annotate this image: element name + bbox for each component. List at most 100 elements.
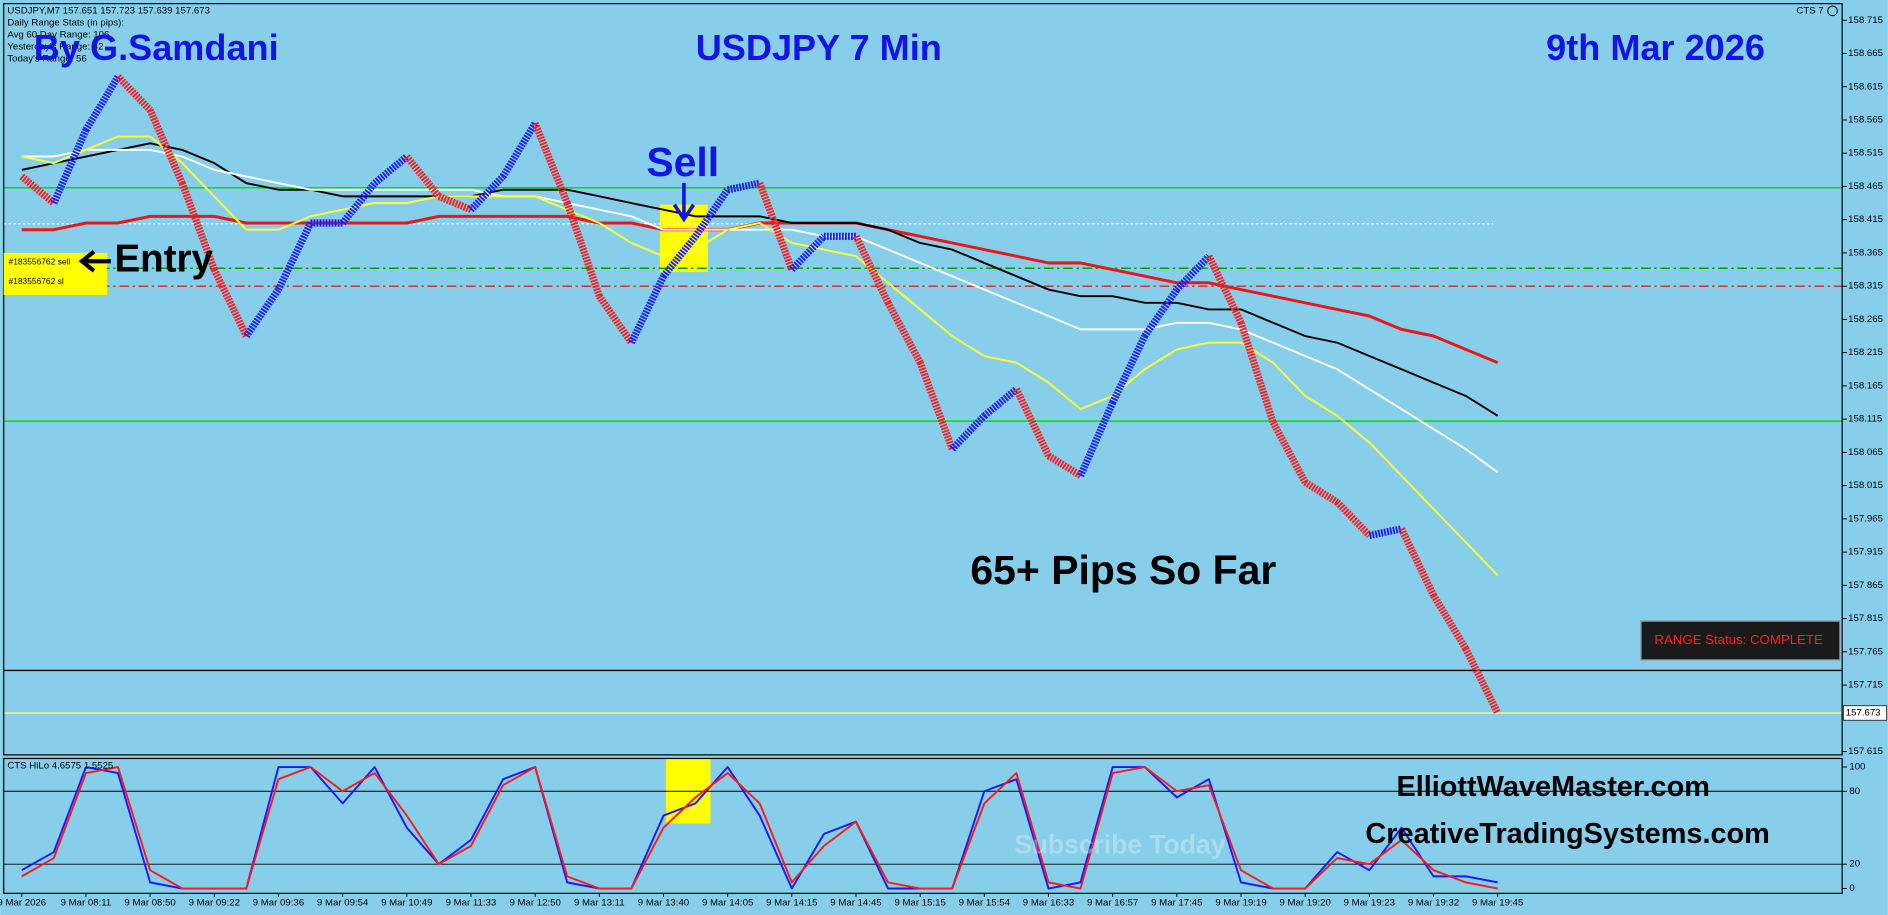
x-tick-label: 9 Mar 19:20 bbox=[1279, 898, 1330, 909]
price-segment bbox=[1430, 593, 1469, 651]
price-segment bbox=[468, 173, 506, 213]
y-tick-label: 157.615 bbox=[1848, 746, 1883, 757]
entry-arrow bbox=[78, 249, 111, 273]
date: 9th Mar 2026 bbox=[1546, 27, 1765, 68]
sell-arrow bbox=[672, 183, 696, 223]
price-segment bbox=[628, 274, 667, 345]
info-line: Avg 60 Day Range: 106 bbox=[7, 29, 109, 40]
y-tick-label: 80 bbox=[1849, 786, 1860, 797]
main-pane bbox=[3, 74, 1843, 715]
y-tick-label: 158.665 bbox=[1848, 48, 1883, 59]
x-tick-label: 9 Mar 08:11 bbox=[61, 898, 112, 909]
price-segment bbox=[789, 233, 827, 273]
y-tick-label: 158.165 bbox=[1848, 380, 1883, 391]
x-tick-label: 9 Mar 14:45 bbox=[830, 898, 881, 909]
price-segment bbox=[50, 128, 90, 205]
price-segment bbox=[563, 201, 603, 298]
x-tick-label: 9 Mar 11:33 bbox=[446, 898, 497, 909]
range-status: RANGE Status: COMPLETE bbox=[1654, 632, 1823, 647]
x-tick-label: 9 Mar 15:15 bbox=[894, 898, 945, 909]
x-tick-label: 9 Mar 12:50 bbox=[509, 898, 560, 909]
x-tick-label: 9 Mar 17:45 bbox=[1151, 898, 1202, 909]
order-label: #183556762 sl bbox=[9, 276, 64, 286]
info-line: Today's Range: 56 bbox=[7, 54, 86, 65]
chart-title: USDJPY 7 Min bbox=[696, 27, 942, 68]
x-tick-label: 9 Mar 09:22 bbox=[189, 898, 240, 909]
pane-frame bbox=[3, 757, 1843, 894]
price-segment bbox=[692, 187, 731, 239]
price-segment bbox=[115, 74, 153, 113]
y-tick-label: 158.615 bbox=[1848, 81, 1883, 92]
x-tick-label: 9 Mar 10:49 bbox=[381, 898, 432, 909]
y-tick-label: 100 bbox=[1849, 762, 1865, 773]
range-status-box bbox=[1640, 620, 1841, 661]
author: By G.Samdani bbox=[34, 27, 279, 68]
price-segment bbox=[949, 413, 987, 452]
y-tick-label: 157.815 bbox=[1848, 613, 1883, 624]
price-segment bbox=[596, 294, 635, 345]
price-segment bbox=[1334, 499, 1372, 538]
price-segment bbox=[178, 181, 218, 271]
price-segment bbox=[1368, 525, 1403, 540]
price-segment bbox=[660, 234, 699, 279]
info-line: USDJPY,M7 157.651 157.723 157.639 157.67… bbox=[7, 5, 210, 16]
pane-frame bbox=[3, 3, 1843, 756]
price-segment bbox=[1205, 254, 1245, 325]
series-line bbox=[21, 148, 1499, 474]
price-segment bbox=[403, 154, 442, 199]
price-segment bbox=[82, 74, 122, 132]
price-segment bbox=[531, 121, 571, 205]
y-tick-label: 158.465 bbox=[1848, 181, 1883, 192]
price-segment bbox=[884, 301, 924, 365]
x-tick-label: 9 Mar 19:23 bbox=[1344, 898, 1395, 909]
price-segment bbox=[211, 267, 250, 338]
corner-label: CTS 7 bbox=[1796, 5, 1823, 16]
price-segment bbox=[756, 181, 796, 271]
price-segment bbox=[1237, 321, 1277, 424]
y-tick-label: 0 bbox=[1849, 883, 1854, 894]
price-segment bbox=[499, 121, 539, 179]
info-line: Yesterday's Range: 42 bbox=[7, 42, 103, 53]
price-segment bbox=[916, 361, 956, 451]
price-segment bbox=[243, 287, 282, 339]
y-tick-label: 158.715 bbox=[1848, 15, 1883, 26]
price-segment bbox=[19, 173, 57, 206]
x-tick-label: 9 Mar 14:05 bbox=[702, 898, 753, 909]
pips-label: 65+ Pips So Far bbox=[970, 547, 1276, 593]
price-segment bbox=[339, 180, 378, 226]
y-tick-label: 158.265 bbox=[1848, 314, 1883, 325]
info-line: Daily Range Stats (in pips): bbox=[7, 17, 124, 28]
y-tick-label: 158.315 bbox=[1848, 281, 1883, 292]
sell-label: Sell bbox=[646, 139, 719, 185]
y-tick-label: 158.065 bbox=[1848, 447, 1883, 458]
site-link: CreativeTradingSystems.com bbox=[1365, 818, 1769, 850]
icon bbox=[1827, 5, 1838, 17]
order-label: #183556762 sell bbox=[9, 257, 71, 267]
oscillator-pane bbox=[3, 758, 1843, 890]
y-tick-label: 20 bbox=[1849, 859, 1860, 870]
y-tick-label: 158.215 bbox=[1848, 347, 1883, 358]
x-tick-label: 9 Mar 15:54 bbox=[959, 898, 1011, 909]
price-segment bbox=[1109, 334, 1149, 405]
price-segment bbox=[1077, 401, 1116, 478]
y-tick-label: 158.015 bbox=[1848, 480, 1883, 491]
price-tag-label: 157.673 bbox=[1846, 708, 1881, 719]
price-segment bbox=[372, 153, 410, 186]
x-tick-label: 9 Mar 16:33 bbox=[1023, 898, 1074, 909]
price-segment bbox=[982, 386, 1019, 419]
oscillator-title: CTS HiLo 4.6575 1.5525 bbox=[7, 760, 113, 771]
watermark: Subscribe Today bbox=[1014, 829, 1226, 859]
y-tick-label: 157.865 bbox=[1848, 580, 1883, 591]
x-tick-label: 9 Mar 09:36 bbox=[253, 898, 304, 909]
site-link: ElliottWaveMaster.com bbox=[1396, 771, 1709, 803]
y-tick-label: 158.365 bbox=[1848, 247, 1883, 258]
overlay: USDJPY,M7 157.651 157.723 157.639 157.67… bbox=[3, 5, 1841, 859]
x-tick-label: 9 Mar 16:57 bbox=[1087, 898, 1138, 909]
price-segment bbox=[1398, 527, 1437, 597]
x-tick-label: 9 Mar 13:11 bbox=[574, 898, 625, 909]
price-tag bbox=[1842, 705, 1888, 721]
series-line bbox=[21, 766, 1498, 890]
y-tick-label: 158.565 bbox=[1848, 115, 1883, 126]
